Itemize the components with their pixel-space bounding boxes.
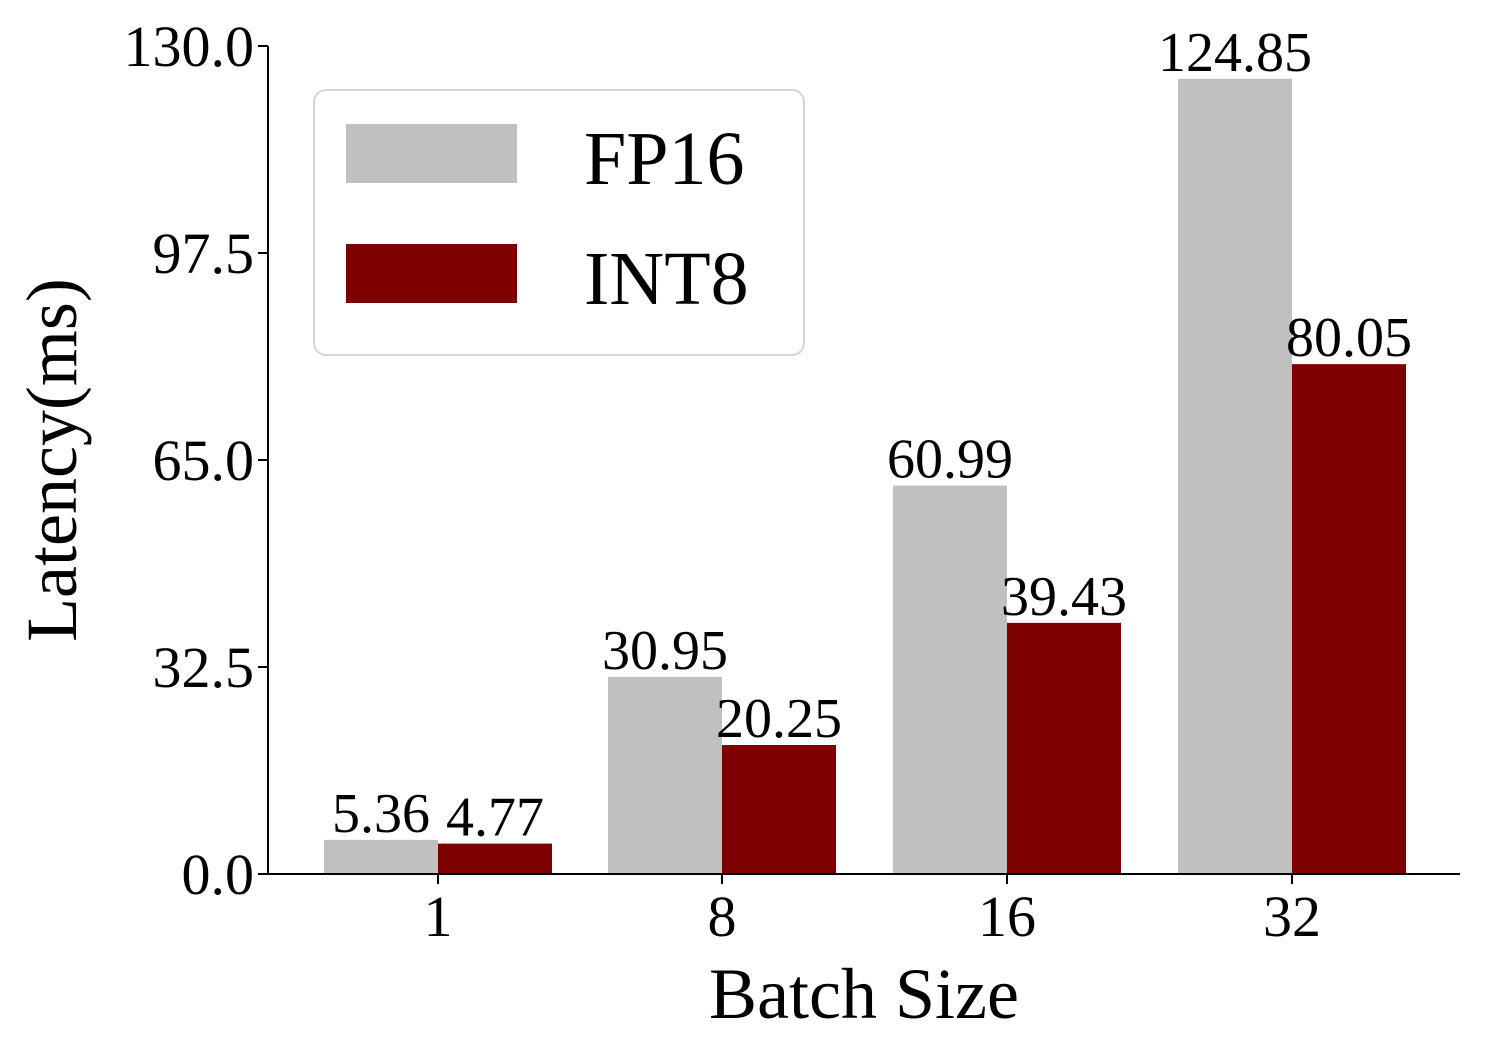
x-tick-label: 16 <box>978 884 1036 949</box>
legend-swatch-int8 <box>346 244 517 303</box>
bar-fp16-batch-1 <box>324 839 438 874</box>
y-tick-label: 0.0 <box>182 842 255 907</box>
x-tick-label: 32 <box>1263 884 1321 949</box>
y-tick-label: 65.0 <box>153 428 255 493</box>
legend: FP16 INT8 <box>313 89 805 356</box>
data-label-fp16-batch-16: 60.99 <box>887 429 1013 491</box>
bar-fp16-batch-32 <box>1178 78 1292 875</box>
legend-label-int8: INT8 <box>584 237 749 321</box>
bars-layer <box>324 78 1406 875</box>
legend-swatch-fp16 <box>346 124 517 183</box>
bar-int8-batch-16 <box>1007 622 1121 874</box>
y-ticks-layer: 0.0 32.5 65.0 97.5 130.0 <box>124 14 268 907</box>
data-label-int8-batch-16: 39.43 <box>1001 566 1127 628</box>
y-tick-label: 97.5 <box>153 221 255 286</box>
legend-label-fp16: FP16 <box>584 117 745 201</box>
bar-int8-batch-8 <box>722 745 836 874</box>
x-axis-label: Batch Size <box>709 954 1019 1034</box>
bar-int8-batch-1 <box>438 843 552 874</box>
data-label-fp16-batch-1: 5.36 <box>332 783 430 845</box>
bar-int8-batch-32 <box>1292 364 1406 874</box>
data-label-fp16-batch-32: 124.85 <box>1158 22 1312 84</box>
y-tick-label: 130.0 <box>124 14 255 79</box>
y-axis-label: Latency(ms) <box>12 278 92 642</box>
y-tick-label: 32.5 <box>153 635 255 700</box>
data-label-int8-batch-8: 20.25 <box>716 688 842 750</box>
x-tick-label: 1 <box>424 884 453 949</box>
data-labels-layer: 5.36 30.95 60.99 124.85 4.77 20.25 39.43 80.05 <box>332 22 1412 849</box>
bar-fp16-batch-8 <box>608 676 722 874</box>
data-label-int8-batch-32: 80.05 <box>1286 307 1412 369</box>
x-ticks-layer: 1 8 16 32 <box>424 874 1321 949</box>
bar-fp16-batch-16 <box>893 485 1007 874</box>
data-label-int8-batch-1: 4.77 <box>446 787 544 849</box>
x-tick-label: 8 <box>708 884 737 949</box>
data-label-fp16-batch-8: 30.95 <box>602 620 728 682</box>
